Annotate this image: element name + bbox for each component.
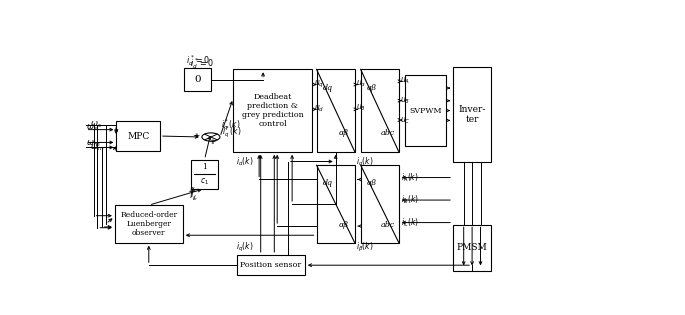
Bar (453, 67, 491, 162)
Text: 0: 0 (195, 75, 201, 84)
Bar (184, 68, 212, 91)
Text: $\tilde{T}_L$: $\tilde{T}_L$ (188, 188, 198, 203)
Text: $u_\beta$: $u_\beta$ (356, 103, 366, 114)
Text: Reduced-order
Luenberger
observer: Reduced-order Luenberger observer (121, 211, 177, 237)
Text: $u_d$: $u_d$ (314, 104, 324, 114)
Bar (115, 205, 183, 243)
Text: αβ: αβ (338, 221, 348, 229)
Bar (116, 122, 160, 151)
Text: $u_B$: $u_B$ (401, 95, 410, 106)
Text: 1: 1 (202, 163, 207, 171)
Text: dq: dq (323, 179, 333, 187)
Text: Inver-
ter: Inver- ter (458, 105, 486, 124)
Text: SVPWM: SVPWM (409, 106, 442, 115)
Text: $i_d^*=0$: $i_d^*=0$ (186, 53, 211, 68)
Bar (453, 225, 491, 271)
Text: +: + (193, 132, 199, 140)
Text: $\omega_s$: $\omega_s$ (86, 123, 98, 133)
Text: αβ: αβ (338, 129, 348, 137)
Text: $i_B(k)$: $i_B(k)$ (401, 194, 419, 206)
Text: $i_q^*(k)$: $i_q^*(k)$ (221, 124, 241, 140)
Text: $\tilde{T}_L$: $\tilde{T}_L$ (189, 187, 199, 202)
Bar (405, 75, 446, 146)
Text: $\omega_m$: $\omega_m$ (86, 139, 101, 149)
Text: $i_q(k)$: $i_q(k)$ (236, 241, 253, 254)
Text: $u_A$: $u_A$ (401, 76, 410, 86)
Bar (190, 160, 219, 189)
Text: MPC: MPC (127, 132, 149, 140)
Bar (316, 165, 355, 243)
Text: $i_d^*=0$: $i_d^*=0$ (190, 56, 214, 71)
Text: αβ: αβ (367, 84, 377, 92)
Text: $\omega_m$: $\omega_m$ (90, 142, 104, 153)
Text: abc: abc (380, 221, 395, 229)
Text: abc: abc (380, 129, 395, 137)
Text: $i_A(k)$: $i_A(k)$ (401, 171, 419, 184)
Text: dq: dq (323, 84, 333, 92)
Text: $i_\alpha(k)$: $i_\alpha(k)$ (356, 155, 373, 168)
Text: +: + (192, 132, 199, 140)
Text: PMSM: PMSM (457, 243, 488, 252)
Text: $\omega_s$: $\omega_s$ (90, 120, 102, 130)
Text: $i_\beta(k)$: $i_\beta(k)$ (356, 241, 373, 254)
Text: $c_1$: $c_1$ (200, 176, 209, 187)
Text: $u_\alpha$: $u_\alpha$ (356, 79, 366, 89)
Text: Position sensor: Position sensor (240, 261, 301, 269)
Text: +: + (208, 138, 214, 146)
Bar (360, 165, 399, 243)
Text: $i_C(k)$: $i_C(k)$ (401, 216, 419, 229)
Text: Deadbeat
prediction &
grey prediction
control: Deadbeat prediction & grey prediction co… (242, 93, 303, 129)
Text: +: + (209, 138, 215, 146)
Bar (233, 69, 312, 152)
Text: $u_C$: $u_C$ (401, 115, 411, 126)
Text: $i_q^*(k)$: $i_q^*(k)$ (221, 117, 240, 133)
Text: $u_q$: $u_q$ (314, 79, 324, 90)
Bar (316, 69, 355, 152)
Bar (237, 255, 305, 276)
Text: αβ: αβ (367, 179, 377, 187)
Text: $i_d(k)$: $i_d(k)$ (236, 155, 253, 168)
Bar (360, 69, 399, 152)
